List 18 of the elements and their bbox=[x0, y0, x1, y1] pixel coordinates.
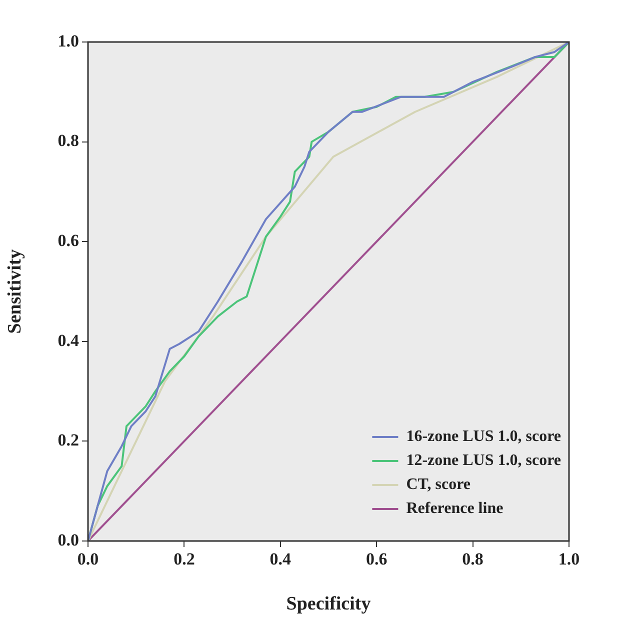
x-tick-label: 0.0 bbox=[77, 550, 99, 569]
y-tick-label: 0.8 bbox=[58, 131, 79, 150]
y-tick-label: 0.0 bbox=[58, 530, 79, 550]
y-tick-label: 1.0 bbox=[58, 31, 79, 50]
x-axis-title: Specificity bbox=[286, 594, 372, 615]
legend-label: CT, score bbox=[406, 476, 470, 494]
y-tick-label: 0.2 bbox=[58, 430, 79, 450]
x-tick-label: 0.6 bbox=[366, 550, 388, 569]
legend-label: Reference line bbox=[406, 500, 504, 518]
x-tick-label: 1.0 bbox=[558, 550, 580, 569]
y-tick-label: 0.6 bbox=[58, 230, 79, 250]
x-tick-label: 0.4 bbox=[270, 550, 292, 569]
x-tick-label: 0.2 bbox=[174, 550, 195, 569]
legend-label: 12-zone LUS 1.0, score bbox=[406, 452, 561, 470]
y-tick-label: 0.4 bbox=[58, 330, 80, 350]
y-axis-title: Sensitivity bbox=[4, 248, 26, 334]
x-tick-label: 0.8 bbox=[462, 550, 484, 569]
legend-label: 16-zone LUS 1.0, score bbox=[406, 428, 561, 446]
